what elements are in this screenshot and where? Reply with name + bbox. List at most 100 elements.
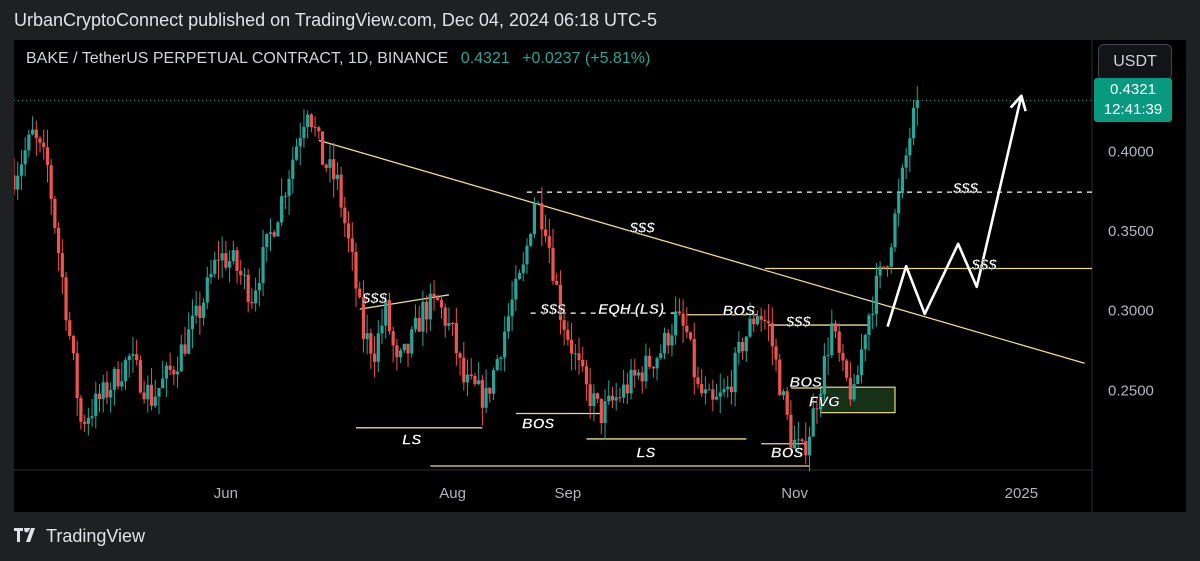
candle-body [540,203,544,230]
candle-body [164,365,169,379]
candle-body [525,245,529,265]
candle-body [748,318,752,337]
candle-body [785,391,789,415]
candle-body [94,393,98,417]
chart-annotation: BOS [790,374,823,391]
candle-body [276,222,280,237]
chart-annotation: BOS [522,416,555,433]
candle-body [27,134,31,151]
candle-body [547,236,551,248]
candle-body [346,223,351,239]
candle-body [190,315,195,330]
chart-annotation: LS [402,432,421,449]
candle-body [755,315,760,325]
tradingview-brand[interactable]: TradingView [14,525,145,547]
candle-body [714,396,719,400]
candle-body [770,323,774,347]
candle-body [127,355,131,361]
candle-body [168,365,172,370]
candle-body [19,164,24,176]
candle-body [462,357,466,383]
candle-body [79,398,83,422]
candle-body [454,323,458,354]
chart-annotation: FVG [809,393,840,410]
candle-body [328,159,332,168]
candle-body [833,323,838,332]
chart-annotation: $$$ [361,290,388,307]
candle-body [187,329,191,354]
candle-body [350,238,354,252]
candle-body [380,325,384,334]
chart-panel[interactable]: 0.25000.30000.35000.40000.4500JunAugSepN… [14,40,1186,512]
candle-body [97,393,102,400]
candle-body [908,138,912,156]
candle-body [38,138,42,143]
candle-body [335,174,339,180]
price-change-label: +0.0237 (+5.81%) [522,50,651,67]
candle-body [722,389,726,393]
candle-body [837,331,841,353]
chart-annotation: BOS [723,303,756,320]
candle-body [666,332,670,346]
candle-body [358,288,362,298]
candle-body [149,384,154,406]
x-tick-label: Jun [214,485,238,502]
candle-body [670,335,674,346]
candle-body [16,175,20,190]
candle-body [607,395,611,402]
y-tick-label: 0.3000 [1108,303,1154,320]
candle-body [521,264,525,273]
candle-body [811,408,815,437]
candle-body [789,414,793,449]
candle-body [112,368,116,390]
candle-body [655,358,659,369]
candle-body [443,307,447,326]
candlestick-chart[interactable]: 0.25000.30000.35000.40000.4500JunAugSepN… [14,40,1186,512]
candle-body [685,325,689,333]
candle-body [14,175,16,190]
candle-body [235,250,239,271]
candle-body [123,360,128,382]
candle-body [904,155,908,168]
candle-body [882,266,886,268]
candle-body [644,355,648,382]
candle-body [845,360,849,378]
y-tick-label: 0.4000 [1108,143,1154,160]
chart-annotation: $$$ [952,180,979,197]
candle-body [428,293,432,320]
candle-body [885,266,890,268]
candle-body [68,320,72,336]
candle-body [146,384,150,400]
candle-body [558,284,563,321]
projection-arrowhead [1009,94,1027,112]
candle-body [153,396,157,406]
candle-body [343,207,347,224]
current-price-value: 0.4321 [1110,81,1156,99]
candle-body [283,195,287,197]
candle-body [510,299,514,317]
candle-body [254,290,258,304]
candle-body [398,350,403,358]
candle-body [830,323,834,356]
x-tick-label: Nov [781,485,808,502]
candle-body [439,299,444,308]
bar-countdown: 12:41:39 [1103,101,1163,119]
candle-body [781,391,786,396]
candle-body [863,334,867,350]
symbol-name[interactable]: BAKE / TetherUS PERPETUAL CONTRACT, 1D, … [26,50,449,67]
candle-body [867,315,871,335]
candle-body [376,333,380,362]
candle-body [53,198,57,228]
candle-body [841,352,845,361]
candle-body [231,250,235,262]
candle-body [216,259,221,261]
candle-body [291,159,295,179]
candle-body [744,336,748,352]
candle-body [302,126,306,138]
candle-body [339,174,343,208]
candle-body [915,100,919,108]
currency-button[interactable]: USDT [1098,44,1172,80]
candle-body [688,332,693,340]
y-tick-label: 0.3500 [1108,223,1154,240]
candle-body [175,371,180,375]
